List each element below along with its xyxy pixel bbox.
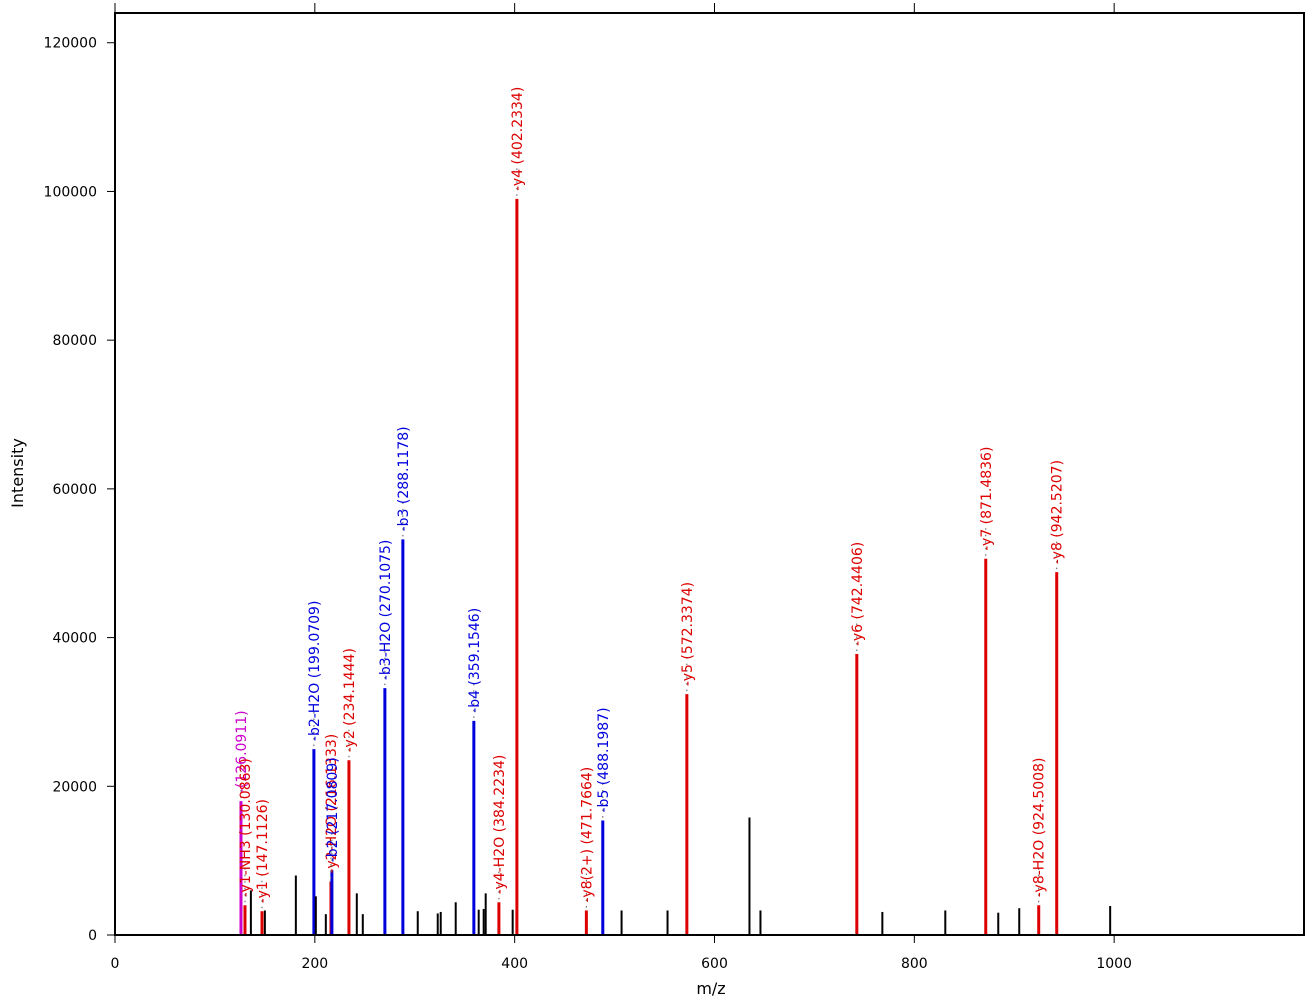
peak-label: -y2-H2O (216.1333) — [324, 734, 340, 874]
plot-frame — [114, 12, 1305, 936]
y-tick-label: 40000 — [52, 631, 97, 647]
peaks — [239, 198, 1112, 935]
y-tick-label: 80000 — [52, 333, 97, 349]
peak-label: -y8 (942.5207) — [1050, 460, 1066, 564]
y-tick-label: 20000 — [52, 779, 97, 795]
x-tick-label: 400 — [501, 956, 528, 972]
y-axis-title: Intensity — [8, 438, 27, 508]
y-tick-label: 100000 — [44, 184, 97, 200]
peak-label: -b3-H2O (270.1075) — [378, 540, 394, 681]
peak-label: -b5 (488.1987) — [596, 707, 612, 812]
peak-label: -y1 (147.1126) — [255, 799, 271, 903]
peak-label: -y1-NH3 (130.0863) — [238, 758, 254, 897]
y-tick-label: 0 — [88, 928, 97, 944]
y-tick-label: 60000 — [52, 482, 97, 498]
peak-label: -(126.0911) — [234, 710, 250, 793]
peak-label: -y4-H2O (384.2234) — [492, 755, 508, 895]
x-tick-label: 0 — [111, 956, 120, 972]
y-tick-label: 120000 — [44, 36, 97, 52]
x-tick-label: 1000 — [1096, 956, 1132, 972]
x-tick-label: 800 — [901, 956, 928, 972]
peak-label: -y6 (742.4406) — [850, 542, 866, 646]
peak-label: -b2-H2O (199.0709) — [307, 601, 323, 742]
peak-label: -y4 (402.2334) — [510, 87, 526, 191]
peak-label: -y7 (871.4836) — [979, 447, 995, 551]
peak-label: -y8(2+) (471.7664) — [579, 767, 595, 903]
x-tick-label: 200 — [301, 956, 328, 972]
peak-label: -b3 (288.1178) — [396, 426, 412, 531]
x-tick-label: 600 — [701, 956, 728, 972]
peak-label: -y5 (572.3374) — [680, 582, 696, 686]
axis-ticks: 0 200 400 600 800 1000 0 20000 40000 60000 80000 10… — [44, 3, 1132, 972]
x-axis-title: m/z — [696, 979, 725, 998]
peak-label: -b4 (359.1546) — [467, 608, 483, 713]
peak-label: -b2 (217.0809) — [325, 757, 341, 862]
peak-label: -y2 (234.1444) — [342, 648, 358, 752]
peak-label: -y8-H2O (924.5008) — [1032, 758, 1048, 898]
peak-labels: -(126.0911)-y1-NH3 (130.0863) -y1 (147.11… — [234, 87, 1066, 909]
